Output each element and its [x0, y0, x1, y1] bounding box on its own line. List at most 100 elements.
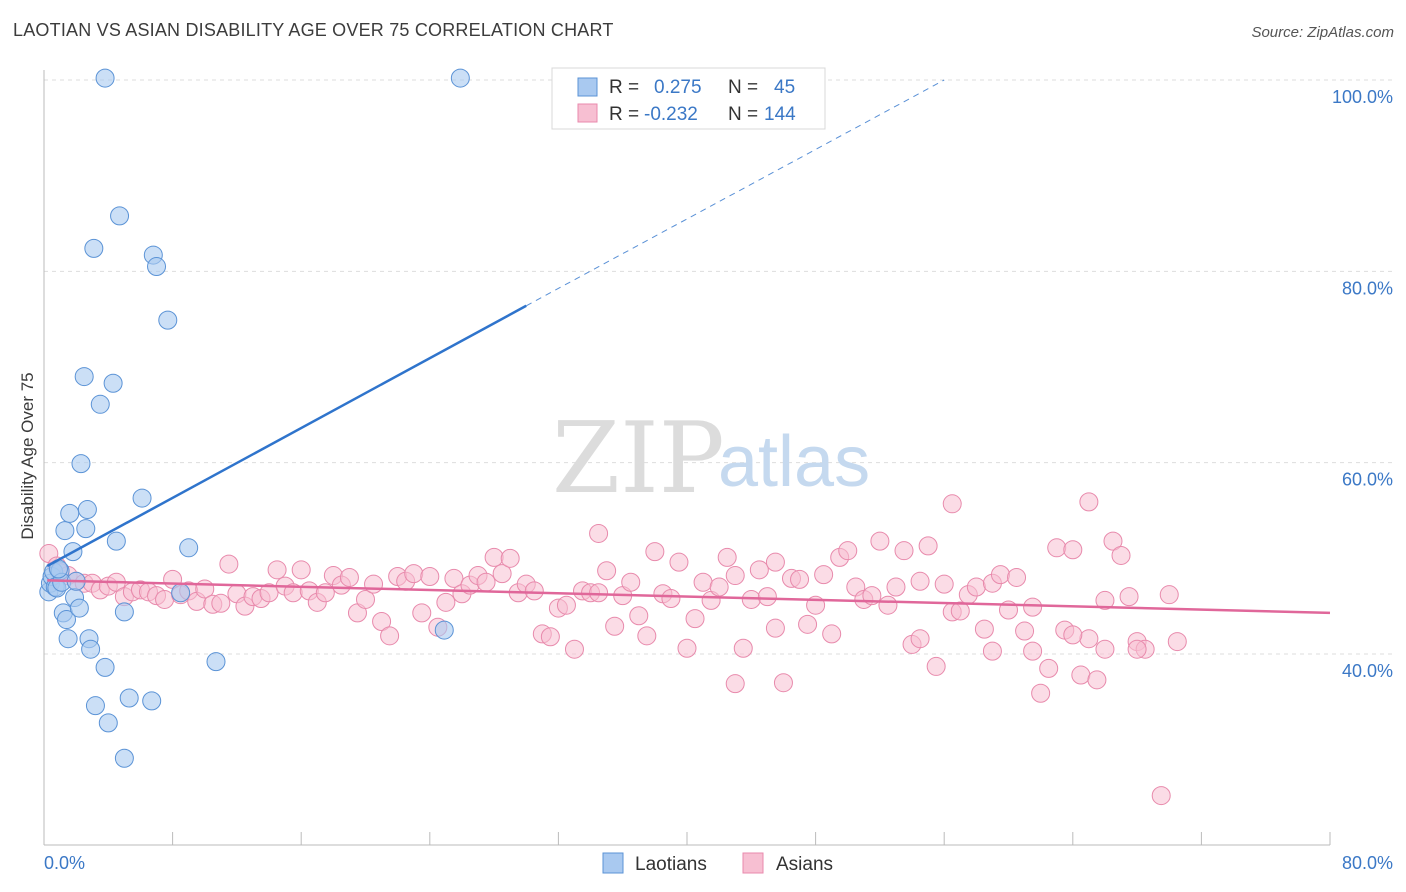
laotian-point-43	[434, 620, 454, 640]
asian-point-47	[412, 603, 432, 623]
asians-points	[39, 492, 1187, 806]
asian-point-140	[1079, 492, 1099, 512]
asian-point-73	[621, 572, 641, 592]
asian-point-109	[910, 571, 930, 591]
laotian-point-32	[110, 206, 130, 226]
asian-point-28	[259, 583, 279, 603]
asian-point-94	[790, 569, 810, 589]
laotian-point-34	[119, 688, 139, 708]
laotian-point-45	[114, 748, 134, 768]
asian-point-40	[356, 589, 375, 609]
asian-point-66	[564, 639, 584, 659]
laotian-point-29	[98, 713, 118, 733]
asian-point-57	[492, 564, 512, 584]
asian-point-46	[404, 564, 424, 584]
laotian-point-40	[171, 583, 191, 603]
bottom-legend: Laotians Asians	[602, 852, 833, 875]
asian-point-22	[211, 593, 231, 613]
x-tick-label-max: 80.0%	[1342, 853, 1393, 873]
watermark-zip: ZIP	[552, 402, 725, 516]
asian-point-65	[556, 595, 576, 615]
laotian-point-28	[95, 68, 115, 88]
asian-point-23	[219, 554, 239, 574]
y-tick-label-0: 100.0%	[1332, 87, 1393, 107]
laotian-point-39	[158, 310, 178, 330]
asian-point-56	[484, 547, 504, 567]
laotian-point-27	[95, 657, 115, 677]
legend-n-value-1: 45	[774, 77, 795, 98]
asian-point-110	[918, 536, 938, 556]
asian-point-151	[1119, 587, 1139, 607]
asian-point-15	[155, 589, 175, 609]
grid-lines	[44, 79, 1395, 655]
asians-trend-line	[47, 579, 1331, 615]
laotian-point-26	[90, 394, 110, 414]
legend-r-label-1: R =	[609, 77, 639, 98]
asian-point-149	[1127, 639, 1147, 659]
legend-r-value-1: 0.275	[654, 77, 702, 98]
asian-point-78	[661, 589, 681, 609]
laotian-point-11	[58, 629, 78, 649]
asian-point-63	[540, 627, 560, 647]
asian-point-48	[420, 567, 440, 587]
asian-point-86	[725, 566, 745, 586]
asian-point-104	[870, 531, 890, 551]
asian-point-112	[934, 574, 954, 594]
trend-lines	[46, 79, 1331, 615]
asian-point-106	[886, 577, 906, 597]
asian-point-98	[822, 624, 842, 644]
asian-point-85	[717, 547, 737, 567]
asian-point-58	[500, 548, 520, 568]
asian-point-91	[765, 552, 785, 572]
asian-point-133	[1103, 531, 1123, 551]
laotian-point-35	[132, 488, 152, 508]
asian-point-116	[966, 577, 986, 597]
asian-point-100	[838, 541, 858, 561]
asian-point-76	[645, 542, 665, 562]
legend-r-value-2: -0.232	[644, 104, 698, 125]
asian-point-148	[910, 629, 930, 649]
legend-r-label-2: R =	[609, 104, 639, 125]
asian-point-126	[1047, 538, 1067, 558]
laotian-point-17	[69, 598, 89, 618]
asian-point-114	[950, 601, 970, 621]
asian-point-41	[364, 574, 384, 594]
laotian-point-25	[85, 696, 105, 716]
asian-point-122	[1015, 621, 1035, 641]
asian-point-87	[733, 638, 753, 658]
laotian-point-21	[77, 500, 97, 520]
asian-point-134	[1111, 545, 1131, 565]
bottom-legend-swatch-asians	[742, 852, 764, 874]
laotian-point-41	[179, 538, 199, 558]
asian-point-121	[1007, 567, 1027, 587]
asian-point-144	[765, 618, 785, 638]
asian-point-75	[637, 626, 657, 646]
asian-point-111	[926, 656, 946, 676]
asian-point-150	[1095, 639, 1115, 659]
asian-point-117	[974, 619, 994, 639]
asian-point-139	[942, 494, 962, 514]
x-tick-label-min: 0.0%	[44, 853, 85, 873]
laotian-point-33	[114, 602, 134, 622]
laotian-point-23	[81, 639, 101, 659]
laotians-points	[39, 68, 470, 768]
asian-point-141	[982, 641, 1002, 661]
laotian-point-10	[57, 610, 77, 630]
asian-point-129	[1071, 665, 1091, 685]
asian-point-82	[693, 572, 713, 592]
laotian-point-42	[206, 652, 226, 672]
y-tick-labels: 100.0% 80.0% 60.0% 40.0%	[1332, 87, 1393, 681]
source-label: Source: ZipAtlas.com	[1251, 24, 1394, 41]
y-axis-label: Disability Age Over 75	[18, 372, 37, 539]
asian-point-71	[605, 616, 625, 636]
asian-point-50	[436, 592, 456, 612]
y-tick-label-2: 60.0%	[1342, 470, 1393, 490]
asian-point-143	[1023, 597, 1043, 617]
asian-point-70	[597, 561, 617, 581]
asian-point-130	[1079, 629, 1099, 649]
asian-point-131	[1087, 670, 1107, 690]
asian-point-61	[524, 581, 544, 601]
asian-point-145	[725, 674, 745, 694]
asian-point-147	[1151, 786, 1171, 806]
